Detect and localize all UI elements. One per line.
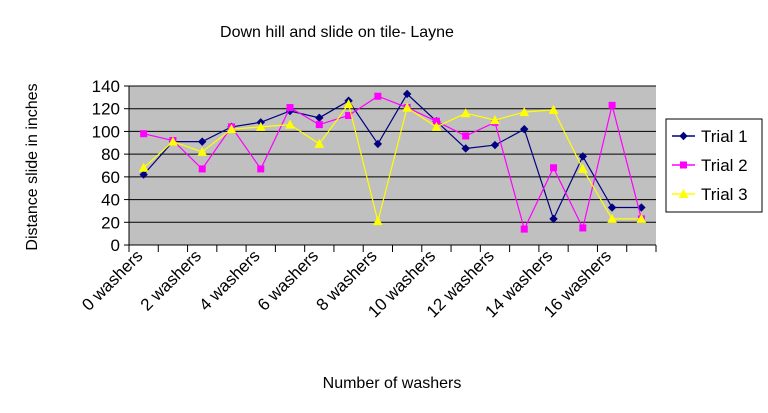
data-point (549, 214, 558, 224)
data-point (402, 102, 412, 112)
legend-item-trial-3: Trial 3 (672, 185, 748, 204)
data-point (579, 224, 587, 232)
data-point (577, 163, 588, 173)
data-point (520, 124, 529, 134)
data-point (462, 132, 470, 140)
y-tick-label: 100 (92, 122, 120, 141)
data-point (226, 124, 237, 134)
legend-marker (680, 161, 687, 169)
data-point (490, 115, 500, 125)
y-tick-label: 120 (92, 100, 120, 119)
legend-label: Trial 2 (701, 156, 748, 175)
data-point (460, 108, 471, 118)
data-point (343, 99, 354, 109)
data-point (374, 92, 382, 100)
data-point (315, 121, 323, 129)
y-tick-label: 0 (111, 236, 120, 255)
x-tick-label: 4 washers (195, 246, 263, 314)
x-tick-label: 6 washers (254, 246, 322, 314)
data-point (520, 225, 528, 233)
y-tick-label: 80 (101, 145, 120, 164)
data-point (314, 138, 325, 148)
data-point (285, 119, 295, 129)
series-trial-3 (138, 99, 647, 226)
chart-title: Down hill and slide on tile- Layne (220, 24, 454, 41)
y-tick-label: 20 (101, 213, 120, 232)
data-point (255, 121, 266, 131)
data-point (461, 144, 470, 153)
legend-item-trial-2: Trial 2 (672, 156, 748, 175)
data-point (402, 89, 412, 99)
legend-label: Trial 1 (701, 127, 748, 146)
y-tick-label: 40 (101, 191, 120, 210)
data-point (139, 170, 148, 179)
data-point (197, 137, 207, 146)
series-line (143, 102, 642, 222)
legend-marker (678, 188, 689, 198)
data-point (550, 164, 558, 172)
data-point (431, 121, 442, 131)
data-point (373, 216, 383, 226)
data-point (578, 152, 588, 161)
data-point (198, 165, 206, 173)
x-axis-title: Number of washers (323, 375, 462, 392)
data-point (257, 165, 265, 173)
legend-marker (679, 131, 688, 141)
x-tick-label: 0 washers (78, 246, 146, 314)
data-point (637, 203, 646, 212)
data-point (168, 136, 178, 146)
data-point (490, 140, 500, 150)
data-point (636, 213, 647, 223)
data-point (608, 101, 616, 109)
data-point (140, 130, 148, 138)
data-point (197, 146, 208, 156)
legend-label: Trial 3 (701, 185, 748, 204)
series-line (143, 93, 642, 221)
data-point (607, 203, 617, 212)
data-point (373, 139, 383, 149)
data-point (138, 162, 149, 172)
series-line (143, 95, 642, 231)
y-tick-label: 140 (92, 77, 120, 96)
data-point (548, 104, 559, 114)
data-point (519, 107, 530, 117)
legend-item-trial-1: Trial 1 (672, 127, 748, 146)
y-axis-title: Distance slide in inches (24, 83, 41, 250)
data-point (286, 104, 294, 112)
x-tick-label: 2 washers (137, 246, 205, 314)
data-point (607, 213, 617, 223)
y-tick-label: 60 (101, 168, 120, 187)
